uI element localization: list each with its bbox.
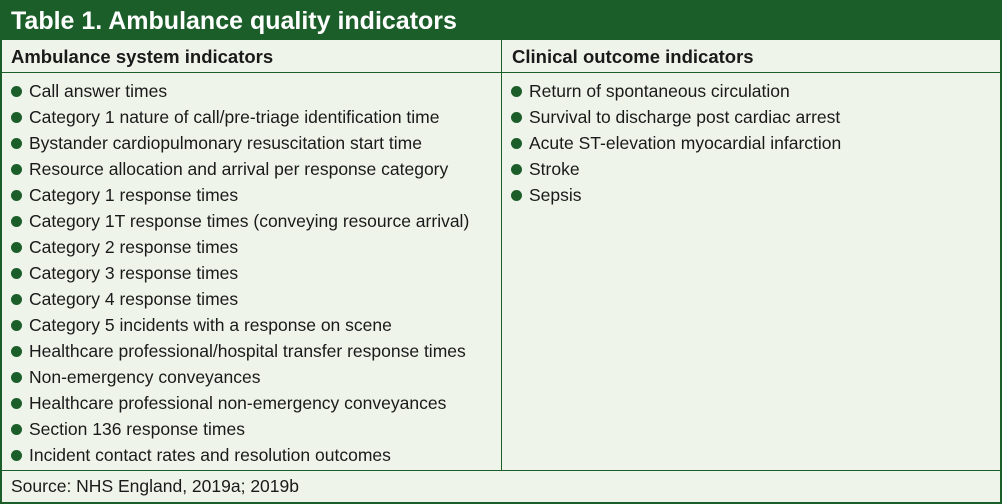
- bullet-icon: [11, 215, 22, 227]
- list-item: Call answer times: [11, 78, 501, 104]
- list-item: Healthcare professional/hospital transfe…: [11, 338, 501, 364]
- bullet-icon: [11, 85, 22, 97]
- list-item-label: Category 1 response times: [29, 185, 239, 205]
- bullet-icon: [11, 449, 22, 461]
- bullet-icon: [11, 189, 22, 201]
- list-item: Non-emergency conveyances: [11, 364, 501, 390]
- list-item-label: Category 3 response times: [29, 263, 239, 283]
- list-item: Bystander cardiopulmonary resuscitation …: [11, 130, 501, 156]
- list-item: Incident contact rates and resolution ou…: [11, 442, 501, 468]
- bullet-icon: [11, 319, 22, 331]
- list-item: Resource allocation and arrival per resp…: [11, 156, 501, 182]
- clinical-outcome-column: Clinical outcome indicators Return of sp…: [502, 40, 1000, 470]
- column-header-clinical-outcome: Clinical outcome indicators: [502, 40, 1000, 73]
- list-item: Healthcare professional non-emergency co…: [11, 390, 501, 416]
- list-item-label: Section 136 response times: [29, 419, 245, 439]
- list-item: Category 1 response times: [11, 182, 501, 208]
- list-item-label: Category 5 incidents with a response on …: [29, 315, 392, 335]
- list-item: Return of spontaneous circulation: [511, 78, 1000, 104]
- bullet-icon: [511, 85, 522, 97]
- ambulance-system-list: Call answer times Category 1 nature of c…: [2, 73, 501, 468]
- bullet-icon: [11, 423, 22, 435]
- bullet-icon: [11, 267, 22, 279]
- list-item: Category 3 response times: [11, 260, 501, 286]
- list-item: Section 136 response times: [11, 416, 501, 442]
- list-item-label: Stroke: [529, 159, 580, 179]
- bullet-icon: [11, 397, 22, 409]
- bullet-icon: [11, 371, 22, 383]
- bullet-icon: [11, 345, 22, 357]
- list-item-label: Healthcare professional non-emergency co…: [29, 393, 447, 413]
- list-item-label: Healthcare professional/hospital transfe…: [29, 341, 466, 361]
- list-item-label: Survival to discharge post cardiac arres…: [529, 107, 841, 127]
- list-item: Survival to discharge post cardiac arres…: [511, 104, 1000, 130]
- bullet-icon: [511, 189, 522, 201]
- list-item-label: Category 2 response times: [29, 237, 239, 257]
- list-item: Category 1T response times (conveying re…: [11, 208, 501, 234]
- list-item-label: Acute ST-elevation myocardial infarction: [529, 133, 842, 153]
- list-item: Sepsis: [511, 182, 1000, 208]
- bullet-icon: [511, 111, 522, 123]
- bullet-icon: [11, 111, 22, 123]
- list-item-label: Sepsis: [529, 185, 582, 205]
- bullet-icon: [11, 241, 22, 253]
- bullet-icon: [11, 137, 22, 149]
- list-item: Stroke: [511, 156, 1000, 182]
- bullet-icon: [11, 163, 22, 175]
- ambulance-system-column: Ambulance system indicators Call answer …: [2, 40, 502, 470]
- list-item: Category 1 nature of call/pre-triage ide…: [11, 104, 501, 130]
- list-item: Category 5 incidents with a response on …: [11, 312, 501, 338]
- clinical-outcome-list: Return of spontaneous circulation Surviv…: [502, 73, 1000, 208]
- list-item-label: Incident contact rates and resolution ou…: [29, 445, 391, 465]
- table-columns: Ambulance system indicators Call answer …: [2, 40, 1000, 470]
- table-title: Table 1. Ambulance quality indicators: [2, 2, 1000, 40]
- source-note: Source: NHS England, 2019a; 2019b: [2, 470, 1000, 502]
- bullet-icon: [11, 293, 22, 305]
- list-item-label: Non-emergency conveyances: [29, 367, 261, 387]
- list-item-label: Category 1 nature of call/pre-triage ide…: [29, 107, 440, 127]
- list-item-label: Bystander cardiopulmonary resuscitation …: [29, 133, 422, 153]
- bullet-icon: [511, 163, 522, 175]
- list-item: Category 2 response times: [11, 234, 501, 260]
- column-header-ambulance-system: Ambulance system indicators: [2, 40, 501, 73]
- list-item: Acute ST-elevation myocardial infarction: [511, 130, 1000, 156]
- list-item-label: Return of spontaneous circulation: [529, 81, 790, 101]
- bullet-icon: [511, 137, 522, 149]
- list-item-label: Resource allocation and arrival per resp…: [29, 159, 449, 179]
- list-item: Category 4 response times: [11, 286, 501, 312]
- list-item-label: Category 1T response times (conveying re…: [29, 211, 470, 231]
- list-item-label: Call answer times: [29, 81, 168, 101]
- list-item-label: Category 4 response times: [29, 289, 239, 309]
